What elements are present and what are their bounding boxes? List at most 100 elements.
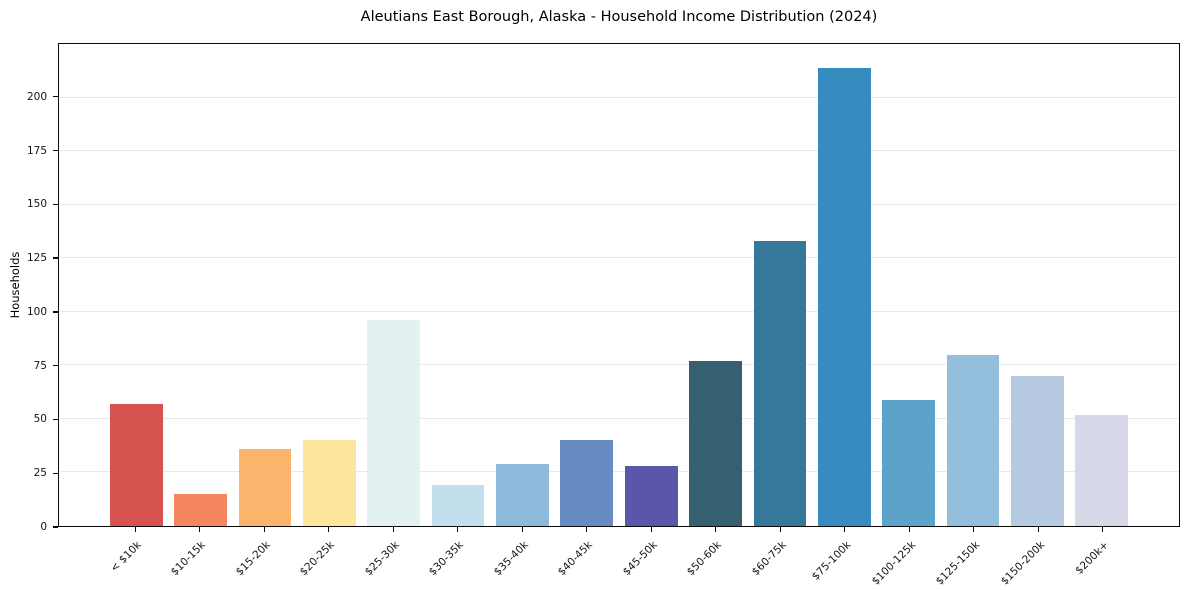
bar	[882, 399, 936, 526]
bar	[1075, 414, 1129, 526]
gridline	[59, 471, 1179, 473]
x-tick-mark	[1102, 527, 1104, 532]
x-tick-slot	[426, 527, 491, 533]
bar-slot	[748, 44, 812, 526]
x-tick-slot	[103, 527, 168, 533]
y-tick-mark	[53, 418, 58, 421]
x-tick-slot	[1071, 527, 1136, 533]
bar	[1011, 376, 1064, 526]
x-label-slot: $40-45k	[555, 535, 620, 590]
x-tick-label: $15-20k	[233, 539, 273, 579]
y-tick-label: 125	[26, 252, 47, 265]
x-label-slot: $25-30k	[361, 535, 426, 590]
gridline	[59, 417, 1179, 419]
bar-slot	[1005, 44, 1069, 526]
x-label-slot: $20-25k	[297, 535, 362, 590]
x-label-slot: < $10k	[103, 535, 168, 590]
y-tick-mark	[53, 96, 58, 98]
y-tick-label: 75	[33, 359, 47, 372]
bar-slot	[812, 44, 876, 526]
x-tick-mark	[199, 527, 201, 532]
bar-slot	[297, 44, 361, 526]
x-tick-slot	[297, 527, 362, 533]
x-tick-mark	[1037, 527, 1039, 532]
y-tick-label: 175	[26, 144, 47, 157]
x-tick-slot	[684, 527, 749, 533]
bar	[174, 493, 227, 526]
plot-area	[58, 43, 1180, 527]
gridline	[59, 203, 1179, 205]
x-label-slot: $150-200k	[998, 535, 1071, 590]
x-tick-label: $30-35k	[427, 539, 467, 579]
x-tick-mark	[779, 527, 781, 532]
x-tick-slot	[748, 527, 813, 533]
x-tick-slot	[942, 527, 1007, 533]
x-tick-slot	[619, 527, 684, 533]
x-tick-label: $100-125k	[869, 539, 918, 588]
bar-slot	[1070, 44, 1134, 526]
bar	[624, 466, 678, 526]
x-tick-slot	[1006, 527, 1071, 533]
x-tick-label: $25-30k	[362, 539, 402, 579]
x-label-slot: $100-125k	[869, 535, 942, 590]
bar-slot	[168, 44, 232, 526]
bar	[302, 440, 356, 526]
bar	[367, 320, 421, 526]
x-tick-slot	[877, 527, 942, 533]
x-tick-slot	[232, 527, 297, 533]
x-tick-mark	[263, 527, 265, 532]
y-tick-label: 100	[26, 305, 47, 318]
y-tick-label: 0	[40, 521, 47, 533]
bar-slot	[233, 44, 297, 526]
x-tick-mark	[134, 527, 136, 532]
y-tick-label: 50	[33, 413, 47, 426]
bar-slot	[877, 44, 941, 526]
x-tick-label: $10-15k	[169, 539, 209, 579]
x-tick-mark	[328, 527, 330, 532]
y-tick-mark	[53, 149, 58, 152]
bar	[560, 440, 614, 526]
bar	[496, 463, 549, 526]
y-tick-label: 200	[26, 90, 47, 103]
bars-row	[104, 44, 1134, 526]
x-tick-slot	[361, 527, 426, 533]
gridline	[59, 150, 1179, 152]
bar-slot	[426, 44, 490, 526]
bar	[109, 403, 163, 526]
y-tick-mark	[53, 203, 58, 205]
chart-title: Aleutians East Borough, Alaska - Househo…	[360, 9, 878, 25]
y-axis-ticks: 0 25 50 75 100 125 150 175 200	[0, 43, 58, 533]
gridline	[59, 364, 1179, 366]
x-tick-mark	[521, 527, 523, 532]
y-tick-mark	[53, 257, 58, 259]
x-tick-slot	[555, 527, 620, 533]
bar-slot	[555, 44, 619, 526]
bar-slot	[941, 44, 1005, 526]
x-axis-ticks	[103, 527, 1135, 533]
y-tick-mark	[53, 526, 58, 528]
x-label-slot: $50-60k	[684, 535, 749, 590]
bar	[817, 67, 871, 526]
gridline	[59, 257, 1179, 259]
bar-slot	[490, 44, 554, 526]
y-tick-label: 25	[33, 467, 47, 480]
x-tick-label: $20-25k	[298, 539, 338, 579]
x-tick-label: $60-75k	[749, 539, 789, 579]
bar	[946, 354, 1000, 526]
x-tick-label: $75-100k	[809, 539, 854, 583]
x-tick-slot	[490, 527, 555, 533]
x-tick-mark	[908, 527, 910, 532]
x-tick-label: $50-60k	[685, 539, 725, 579]
x-label-slot: $200k+	[1071, 535, 1136, 590]
gridline	[59, 96, 1179, 98]
x-tick-mark	[586, 527, 588, 532]
x-label-slot: $60-75k	[748, 535, 813, 590]
x-label-slot: $35-40k	[490, 535, 555, 590]
x-tick-mark	[392, 527, 394, 532]
x-tick-label: < $10k	[108, 539, 144, 575]
x-label-slot: $75-100k	[809, 535, 878, 590]
x-label-slot: $125-150k	[934, 535, 1007, 590]
x-tick-label: $150-200k	[998, 539, 1047, 588]
gridline	[59, 310, 1179, 312]
